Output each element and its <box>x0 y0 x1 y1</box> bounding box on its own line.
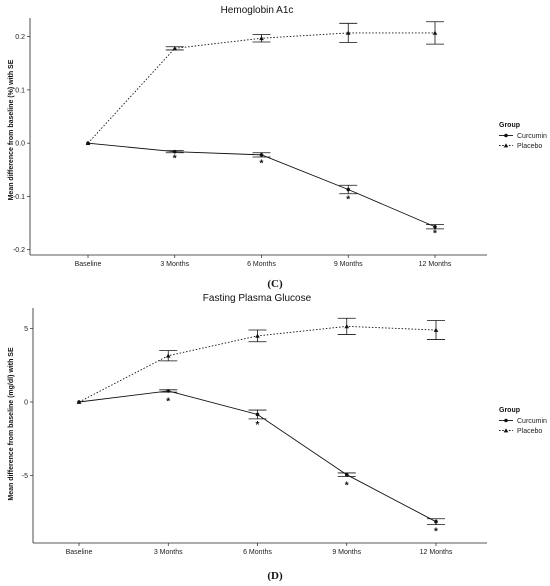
hba1c-placebo-point <box>432 30 438 35</box>
fpg-y-tick-label: -5 <box>22 473 28 480</box>
hba1c-x-tick-label: 12 Months <box>419 261 452 268</box>
hba1c-placebo-point <box>345 30 351 35</box>
hba1c-placebo-line <box>87 32 435 144</box>
hba1c-chart: Hemoglobin A1c Baseline 3 Months 6 Months 9… <box>8 5 547 290</box>
hba1c-significance-star: * <box>346 195 350 206</box>
fpg-x-tick-label: 12 Months <box>420 549 453 556</box>
fpg-placebo-point <box>255 333 260 338</box>
fpg-y-tick-label: 5 <box>24 326 28 333</box>
hba1c-curcumin-point <box>433 224 437 229</box>
hba1c-y-tick-label: -0.1 <box>13 194 25 201</box>
fpg-annotations: * * * * <box>166 397 438 538</box>
fpg-curcumin-point <box>255 412 260 417</box>
hba1c-annotations: * * * * <box>173 154 437 240</box>
hba1c-placebo-point <box>259 35 264 41</box>
fpg-x-tick-label: 6 Months <box>243 549 272 556</box>
fpg-placebo-point <box>76 399 82 404</box>
hba1c-y-ticks: -0.2 -0.1 0.0 0.1 0.2 <box>13 34 30 254</box>
svg-text:Curcumin: Curcumin <box>517 418 547 425</box>
fpg-placebo-point <box>344 324 350 329</box>
hba1c-significance-star: * <box>433 229 437 240</box>
hba1c-y-tick-label: 0.1 <box>15 87 25 94</box>
hba1c-significance-star: * <box>260 158 264 169</box>
hba1c-legend: Group Curcumin Placebo <box>499 122 547 150</box>
hba1c-curcumin-point <box>346 187 351 192</box>
hba1c-x-tick-label: Baseline <box>75 261 102 268</box>
fpg-legend: Group Curcumin Placebo <box>499 407 547 435</box>
fpg-y-ticks: -5 0 5 <box>22 326 33 480</box>
fpg-axes <box>32 308 487 544</box>
svg-text:Placebo: Placebo <box>517 428 542 435</box>
hba1c-y-tick-label: -0.2 <box>13 247 25 254</box>
fpg-curcumin-point <box>434 519 438 524</box>
fpg-curcumin-point <box>166 389 171 393</box>
fpg-legend-item-placebo: Placebo <box>499 428 542 435</box>
hba1c-chart-title: Hemoglobin A1c <box>221 5 294 16</box>
fpg-x-tick-label: 3 Months <box>154 549 183 556</box>
hba1c-series <box>85 21 444 230</box>
hba1c-y-tick-label: 0.0 <box>15 141 25 148</box>
hba1c-x-tick-label: 6 Months <box>247 261 276 268</box>
fpg-placebo-point <box>433 327 439 332</box>
fpg-significance-star: * <box>256 420 260 431</box>
hba1c-y-tick-label: 0.2 <box>15 34 25 41</box>
fpg-chart: Fasting Plasma Glucose Baseline 3 Months 6… <box>8 293 547 582</box>
fpg-placebo-point <box>165 353 171 358</box>
hba1c-significance-star: * <box>173 154 177 165</box>
hba1c-y-axis-label: Mean difference from baseline (%) with S… <box>8 59 15 200</box>
svg-text:Curcumin: Curcumin <box>517 133 547 140</box>
hba1c-curcumin-point <box>172 149 177 154</box>
hba1c-legend-item-placebo: Placebo <box>499 143 542 150</box>
fpg-chart-title: Fasting Plasma Glucose <box>203 293 312 304</box>
fpg-significance-star: * <box>345 480 349 491</box>
fpg-significance-star: * <box>434 527 438 538</box>
hba1c-placebo-point <box>85 140 91 145</box>
fpg-y-axis-label: Mean difference from baseline (mg/dl) wi… <box>8 347 15 501</box>
hba1c-panel-label: (C) <box>267 278 283 290</box>
fpg-x-tick-label: 9 Months <box>332 549 361 556</box>
hba1c-legend-title: Group <box>499 122 520 129</box>
fpg-significance-star: * <box>166 397 170 408</box>
fpg-legend-item-curcumin: Curcumin <box>499 418 547 425</box>
hba1c-placebo-point <box>172 46 178 51</box>
hba1c-x-tick-label: 9 Months <box>334 261 363 268</box>
fpg-legend-title: Group <box>499 407 520 414</box>
fpg-x-tick-label: Baseline <box>66 549 93 556</box>
fpg-y-tick-label: 0 <box>24 400 28 407</box>
fpg-curcumin-point <box>344 472 349 477</box>
fpg-x-ticks: Baseline 3 Months 6 Months 9 Months 12 Month… <box>66 543 453 556</box>
hba1c-x-tick-label: 3 Months <box>160 261 189 268</box>
hba1c-x-ticks: Baseline 3 Months 6 Months 9 Months 12 Month… <box>75 255 452 268</box>
fpg-series <box>76 317 445 526</box>
hba1c-legend-item-curcumin: Curcumin <box>499 133 547 140</box>
hba1c-curcumin-point <box>259 153 264 157</box>
svg-text:Placebo: Placebo <box>517 143 542 150</box>
hba1c-axes <box>29 18 487 256</box>
fpg-panel-label: (D) <box>267 570 283 582</box>
